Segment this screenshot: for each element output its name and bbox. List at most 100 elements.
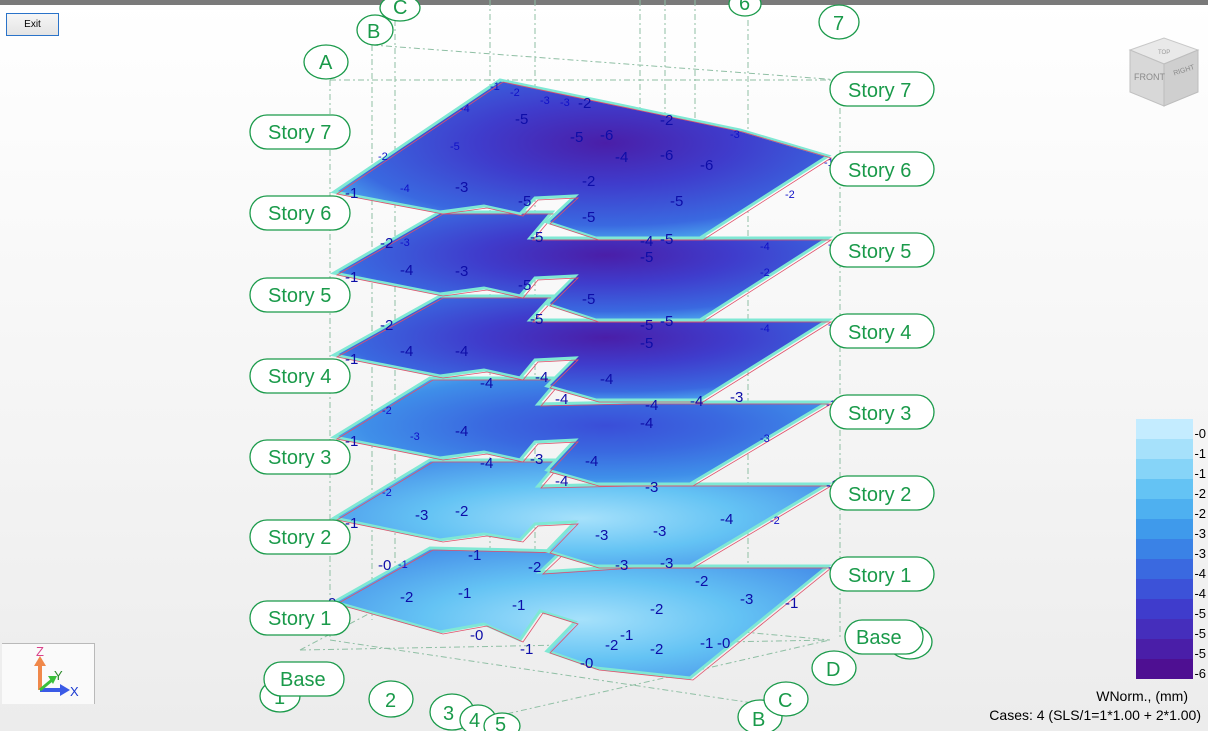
slab-story-1	[330, 546, 833, 681]
legend-swatch	[1136, 479, 1193, 499]
legend-entry: -4	[1136, 579, 1206, 601]
legend-swatch	[1136, 419, 1193, 439]
contour-label: -5	[450, 141, 460, 153]
contour-label: -3	[560, 97, 570, 109]
exit-button[interactable]: Exit	[6, 13, 59, 36]
contour-label: -0	[470, 627, 483, 644]
svg-text:Story 1: Story 1	[268, 608, 331, 630]
legend-entry: -0	[1136, 419, 1206, 440]
legend-swatch	[1136, 619, 1193, 639]
contour-label: -1	[785, 595, 798, 612]
story-label-right: Story 4	[829, 313, 935, 349]
legend-label: -6	[1194, 666, 1206, 681]
contour-label: -5	[640, 335, 653, 352]
contour-label: -5	[582, 291, 595, 308]
contour-label: -1	[345, 433, 358, 450]
contour-label: -1	[345, 351, 358, 368]
legend-swatch	[1136, 519, 1193, 539]
legend-swatch	[1136, 459, 1193, 479]
contour-label: -2	[510, 87, 520, 99]
contour-label: -4	[615, 149, 628, 166]
contour-label: -5	[530, 311, 543, 328]
contour-label: -4	[640, 415, 653, 432]
story-label-right: Story 1	[829, 556, 935, 592]
contour-label: -2	[528, 559, 541, 576]
contour-labels-story-1: -0 -1 -1 -2 -2 -1 -0 -0	[470, 627, 730, 672]
contour-label: -3	[653, 523, 666, 540]
legend-swatch	[1136, 639, 1193, 659]
story-labels-right: Story 7 Story 6 Story 5 Story 4 Story 3 …	[829, 71, 935, 655]
contour-label: -4	[555, 391, 568, 408]
contour-label: -3	[530, 451, 543, 468]
contour-label: -3	[660, 555, 673, 572]
view-cube[interactable]: TOP FRONT RIGHT	[1124, 30, 1206, 112]
grid-bubble-A: A	[303, 44, 349, 80]
legend-cases-label: Cases: 4 (SLS/1=1*1.00 + 2*1.00)	[989, 707, 1201, 723]
grid-bubble-6-top: 6	[728, 0, 762, 17]
contour-label: -2	[400, 589, 413, 606]
legend-quantity-label: WNorm., (mm)	[1096, 688, 1188, 704]
contour-label: -2	[582, 173, 595, 190]
svg-text:Story 1: Story 1	[848, 565, 911, 587]
legend-label: -3	[1194, 526, 1206, 541]
contour-label: -4	[400, 262, 413, 279]
contour-label: -4	[690, 393, 703, 410]
contour-label: -3	[455, 179, 468, 196]
svg-text:Story 6: Story 6	[268, 203, 331, 225]
svg-text:3: 3	[443, 703, 454, 725]
legend-entry: -1	[1136, 459, 1206, 480]
contour-label: -2	[378, 151, 388, 163]
contour-label: -4	[645, 397, 658, 414]
legend-label: -5	[1194, 606, 1206, 621]
svg-text:Story 3: Story 3	[848, 403, 911, 425]
svg-text:1: 1	[274, 687, 285, 709]
contour-label: -1	[345, 269, 358, 286]
svg-text:Story 7: Story 7	[848, 80, 911, 102]
contour-label: -4	[555, 473, 568, 490]
svg-text:Story 4: Story 4	[268, 366, 331, 388]
svg-text:Story 2: Story 2	[268, 527, 331, 549]
contour-label: -5	[530, 229, 543, 246]
contour-label: -6	[700, 157, 713, 174]
legend-entry: -1	[1136, 439, 1206, 460]
contour-label: -4	[460, 103, 470, 115]
svg-text:Story 6: Story 6	[848, 160, 911, 182]
contour-labels-story-7: -1 -2 -3 -3 -2 -4 -5 -5 -6 -6 -3 -2 -2 -…	[345, 81, 834, 210]
story-label-left: Story 6	[249, 195, 351, 231]
svg-text:7: 7	[833, 13, 844, 35]
contour-label: -1	[620, 627, 633, 644]
contour-label: -2	[380, 235, 393, 252]
grid-bubble-7-top: 7	[818, 4, 860, 40]
svg-text:Base: Base	[280, 669, 326, 691]
contour-label: -3	[615, 557, 628, 574]
axis-z-label: Z	[36, 644, 44, 659]
contour-label: -5	[582, 209, 595, 226]
legend-label: -4	[1194, 586, 1206, 601]
viewcube-front-label: FRONT	[1134, 72, 1165, 82]
legend-swatch	[1136, 539, 1193, 559]
legend-entry: -3	[1136, 519, 1206, 541]
contour-label: -4	[720, 511, 733, 528]
contour-label: -1	[345, 515, 358, 532]
contour-label: -5	[570, 129, 583, 146]
contour-label: -1	[345, 185, 358, 202]
contour-label: -4	[760, 323, 770, 335]
contour-label: -5	[660, 231, 673, 248]
grid-bubble-C-bottom: C	[763, 681, 809, 717]
contour-label: -5	[660, 313, 673, 330]
svg-text:4: 4	[469, 710, 480, 731]
viewcube-top-label: TOP	[1158, 50, 1170, 56]
svg-text:Story 5: Story 5	[848, 241, 911, 263]
legend-swatch	[1136, 439, 1193, 459]
contour-label: -2	[785, 189, 795, 201]
legend-label: -5	[1194, 626, 1206, 641]
contour-label: -3	[415, 507, 428, 524]
legend-label: -5	[1194, 646, 1206, 661]
contour-label: -4	[455, 423, 468, 440]
contour-label: -1	[490, 81, 500, 93]
contour-label: -1	[824, 157, 834, 169]
contour-label: -2	[382, 487, 392, 499]
axis-y-label: Y	[54, 668, 63, 683]
story-label-left: Base	[263, 661, 345, 697]
